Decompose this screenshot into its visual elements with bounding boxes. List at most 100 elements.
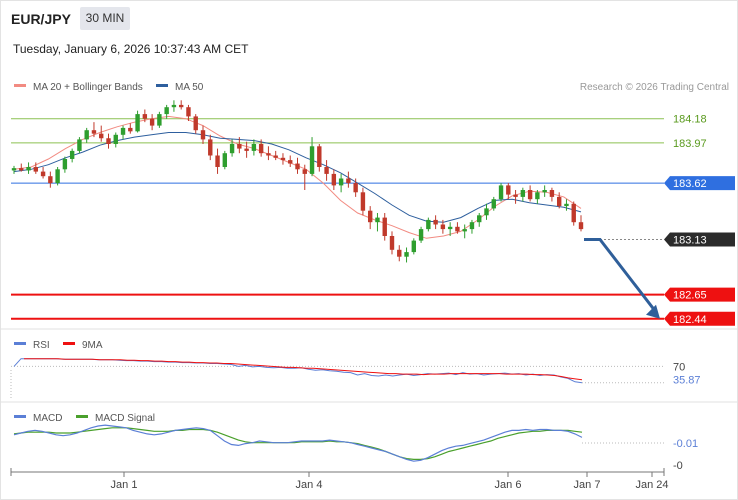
level-tag-5 — [664, 311, 735, 326]
candle — [433, 215, 438, 230]
macd-signal-legend-label: MACD Signal — [95, 413, 155, 424]
rsi-legend-swatch — [14, 342, 26, 345]
candle-body — [440, 224, 446, 230]
candle — [266, 146, 271, 161]
candle-body — [389, 236, 395, 250]
candle — [564, 199, 569, 211]
candle-body — [280, 157, 286, 161]
candle — [338, 173, 344, 193]
candle — [164, 104, 169, 119]
candle-body — [33, 167, 39, 172]
candle — [91, 122, 97, 138]
candle — [215, 148, 220, 174]
candle-body — [564, 203, 569, 207]
candle-body — [120, 127, 126, 135]
candle — [178, 100, 184, 110]
candle-body — [258, 144, 264, 154]
candle — [549, 187, 555, 202]
candle-body — [128, 127, 133, 132]
macd-line — [13, 424, 583, 462]
candle — [397, 245, 402, 262]
macd-level-label: -0.01 — [673, 438, 698, 450]
rsi-panel: 70 35.87 — [10, 358, 701, 400]
level-label-0: 184.18 — [673, 114, 707, 126]
macd-signal-legend-swatch — [76, 415, 88, 418]
candle-body — [273, 155, 278, 158]
candle — [513, 190, 518, 204]
candle-body — [324, 167, 329, 174]
candle — [128, 123, 133, 134]
candle — [295, 157, 300, 174]
candle — [251, 139, 257, 156]
candle-body — [99, 133, 104, 139]
candle-body — [331, 173, 337, 186]
candle — [309, 137, 315, 177]
level-label-4: 182.65 — [673, 290, 707, 302]
candle — [367, 206, 373, 230]
candle-body — [469, 222, 475, 230]
macd-level-label: -0 — [673, 460, 683, 472]
candle-body — [571, 203, 576, 223]
rsi-ma-legend-swatch — [63, 342, 75, 345]
x-tick-label: Jan 24 — [635, 479, 668, 491]
candle — [26, 162, 31, 174]
candle-body — [411, 240, 417, 253]
candle-body — [338, 178, 344, 186]
candle-body — [26, 167, 31, 171]
candle — [455, 222, 460, 234]
candle — [302, 164, 307, 190]
candle — [193, 114, 198, 134]
candle — [418, 226, 424, 243]
candle-body — [77, 139, 82, 151]
candle — [484, 203, 489, 220]
candle-body — [164, 107, 169, 115]
candle — [40, 167, 46, 179]
macd-legend-label: MACD — [33, 413, 62, 424]
candle-body — [484, 208, 489, 216]
candle-body — [62, 158, 68, 170]
candle-body — [542, 190, 547, 193]
candle — [244, 141, 249, 158]
candle-body — [360, 192, 366, 211]
candle-body — [418, 229, 424, 241]
candle-body — [135, 114, 140, 132]
candle-body — [208, 139, 213, 156]
forecast-arrowhead — [646, 304, 660, 319]
candle-body — [113, 134, 118, 144]
candle — [324, 160, 329, 181]
candle-body — [309, 146, 315, 174]
candle — [382, 213, 387, 241]
candle — [33, 162, 39, 174]
ma50-line — [13, 132, 582, 223]
level-label-1: 183.97 — [673, 138, 707, 150]
candlesticks — [11, 100, 584, 263]
rsi-last-label: 35.87 — [673, 375, 701, 387]
candle — [135, 110, 140, 133]
rsi-legend-label: RSI — [33, 340, 50, 351]
candle — [11, 165, 17, 174]
candle-body — [346, 178, 351, 184]
candle — [200, 125, 206, 144]
candle-body — [157, 114, 162, 126]
candle — [77, 137, 82, 154]
chart-datetime: Tuesday, January 6, 2026 10:37:43 AM CET — [13, 42, 249, 56]
candle — [527, 185, 533, 202]
candle — [120, 125, 126, 140]
candle-body — [404, 252, 409, 257]
candle-body — [578, 222, 584, 230]
timeframe-badge[interactable]: 30 MIN — [80, 7, 130, 30]
candle-body — [506, 185, 511, 195]
candle-body — [382, 217, 387, 236]
candle-body — [200, 130, 206, 140]
candle — [258, 139, 264, 157]
candle — [142, 109, 148, 123]
candle-body — [178, 104, 184, 108]
level-tag-2 — [664, 176, 735, 191]
rsi-ma-line — [24, 358, 583, 381]
candle-body — [556, 196, 562, 207]
candle-body — [55, 169, 60, 184]
candle — [149, 114, 155, 131]
candle-body — [353, 183, 358, 193]
candle-body — [91, 130, 97, 134]
candle — [106, 133, 111, 149]
